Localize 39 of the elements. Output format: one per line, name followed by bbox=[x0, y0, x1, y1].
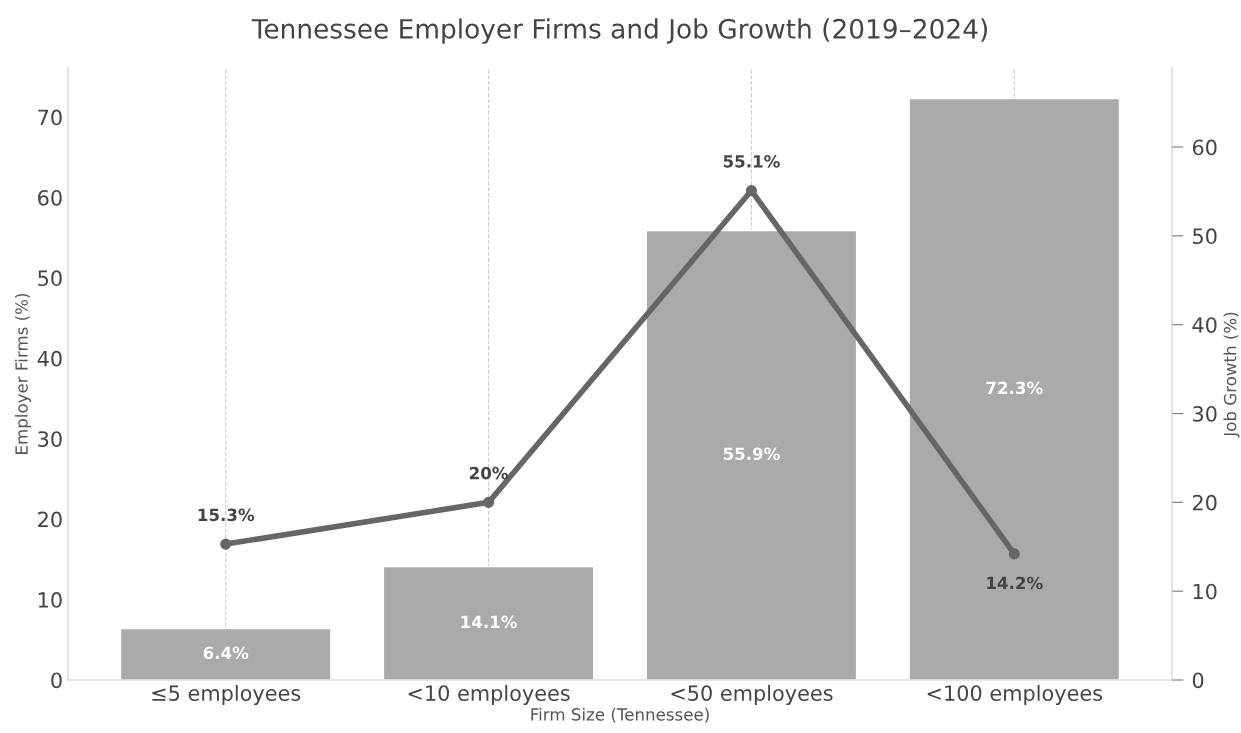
data-label: 15.3% bbox=[198, 508, 255, 522]
data-label: 14.1% bbox=[461, 615, 517, 629]
x-tick-label: ≤5 employees bbox=[152, 684, 301, 706]
x-tick-label: <10 employees bbox=[408, 684, 570, 706]
y2-tick-label: 50 bbox=[1193, 228, 1217, 245]
data-label: 72.3% bbox=[986, 381, 1043, 395]
data-label: 55.1% bbox=[723, 155, 780, 168]
point bbox=[745, 185, 757, 197]
y-tick-label: 0 bbox=[51, 672, 62, 689]
bar bbox=[382, 565, 595, 680]
x-tick-label: <50 employees bbox=[671, 684, 833, 706]
y2-tick-label: 30 bbox=[1193, 405, 1217, 422]
chart-title: Tennessee Employer Firms and Job Growth (2019–2024) bbox=[251, 18, 987, 44]
y-tick-label: 60 bbox=[38, 189, 62, 206]
y2-axis-title: Job Growth (%) bbox=[1223, 312, 1240, 438]
data-label: 14.2% bbox=[987, 576, 1043, 590]
point bbox=[220, 538, 232, 550]
data-label: 6.4% bbox=[203, 646, 249, 660]
x-axis-title: Firm Size (Tennessee) bbox=[531, 707, 709, 723]
bar bbox=[119, 627, 332, 680]
y2-tick-label: 40 bbox=[1192, 317, 1217, 333]
data-label: 20% bbox=[469, 466, 508, 480]
y-axis-title: Employer Firms (%) bbox=[14, 293, 32, 454]
x-tick-label: <100 employees bbox=[927, 684, 1103, 706]
y2-tick-label: 0 bbox=[1192, 672, 1204, 689]
y-tick-label: 50 bbox=[38, 270, 62, 287]
y-tick-label: 30 bbox=[38, 431, 62, 447]
y-tick-label: 70 bbox=[38, 109, 62, 126]
point bbox=[483, 496, 495, 508]
point bbox=[1008, 548, 1020, 560]
bar bbox=[645, 229, 858, 680]
y2-tick-label: 20 bbox=[1192, 494, 1217, 511]
y-tick-label: 20 bbox=[38, 511, 62, 528]
data-label: 55.9% bbox=[723, 447, 780, 461]
bar bbox=[908, 97, 1121, 680]
y2-tick-label: 60 bbox=[1192, 139, 1217, 156]
y-tick-label: 40 bbox=[37, 350, 62, 367]
y2-tick-label: 10 bbox=[1193, 583, 1217, 600]
y-tick-label: 10 bbox=[38, 592, 62, 608]
